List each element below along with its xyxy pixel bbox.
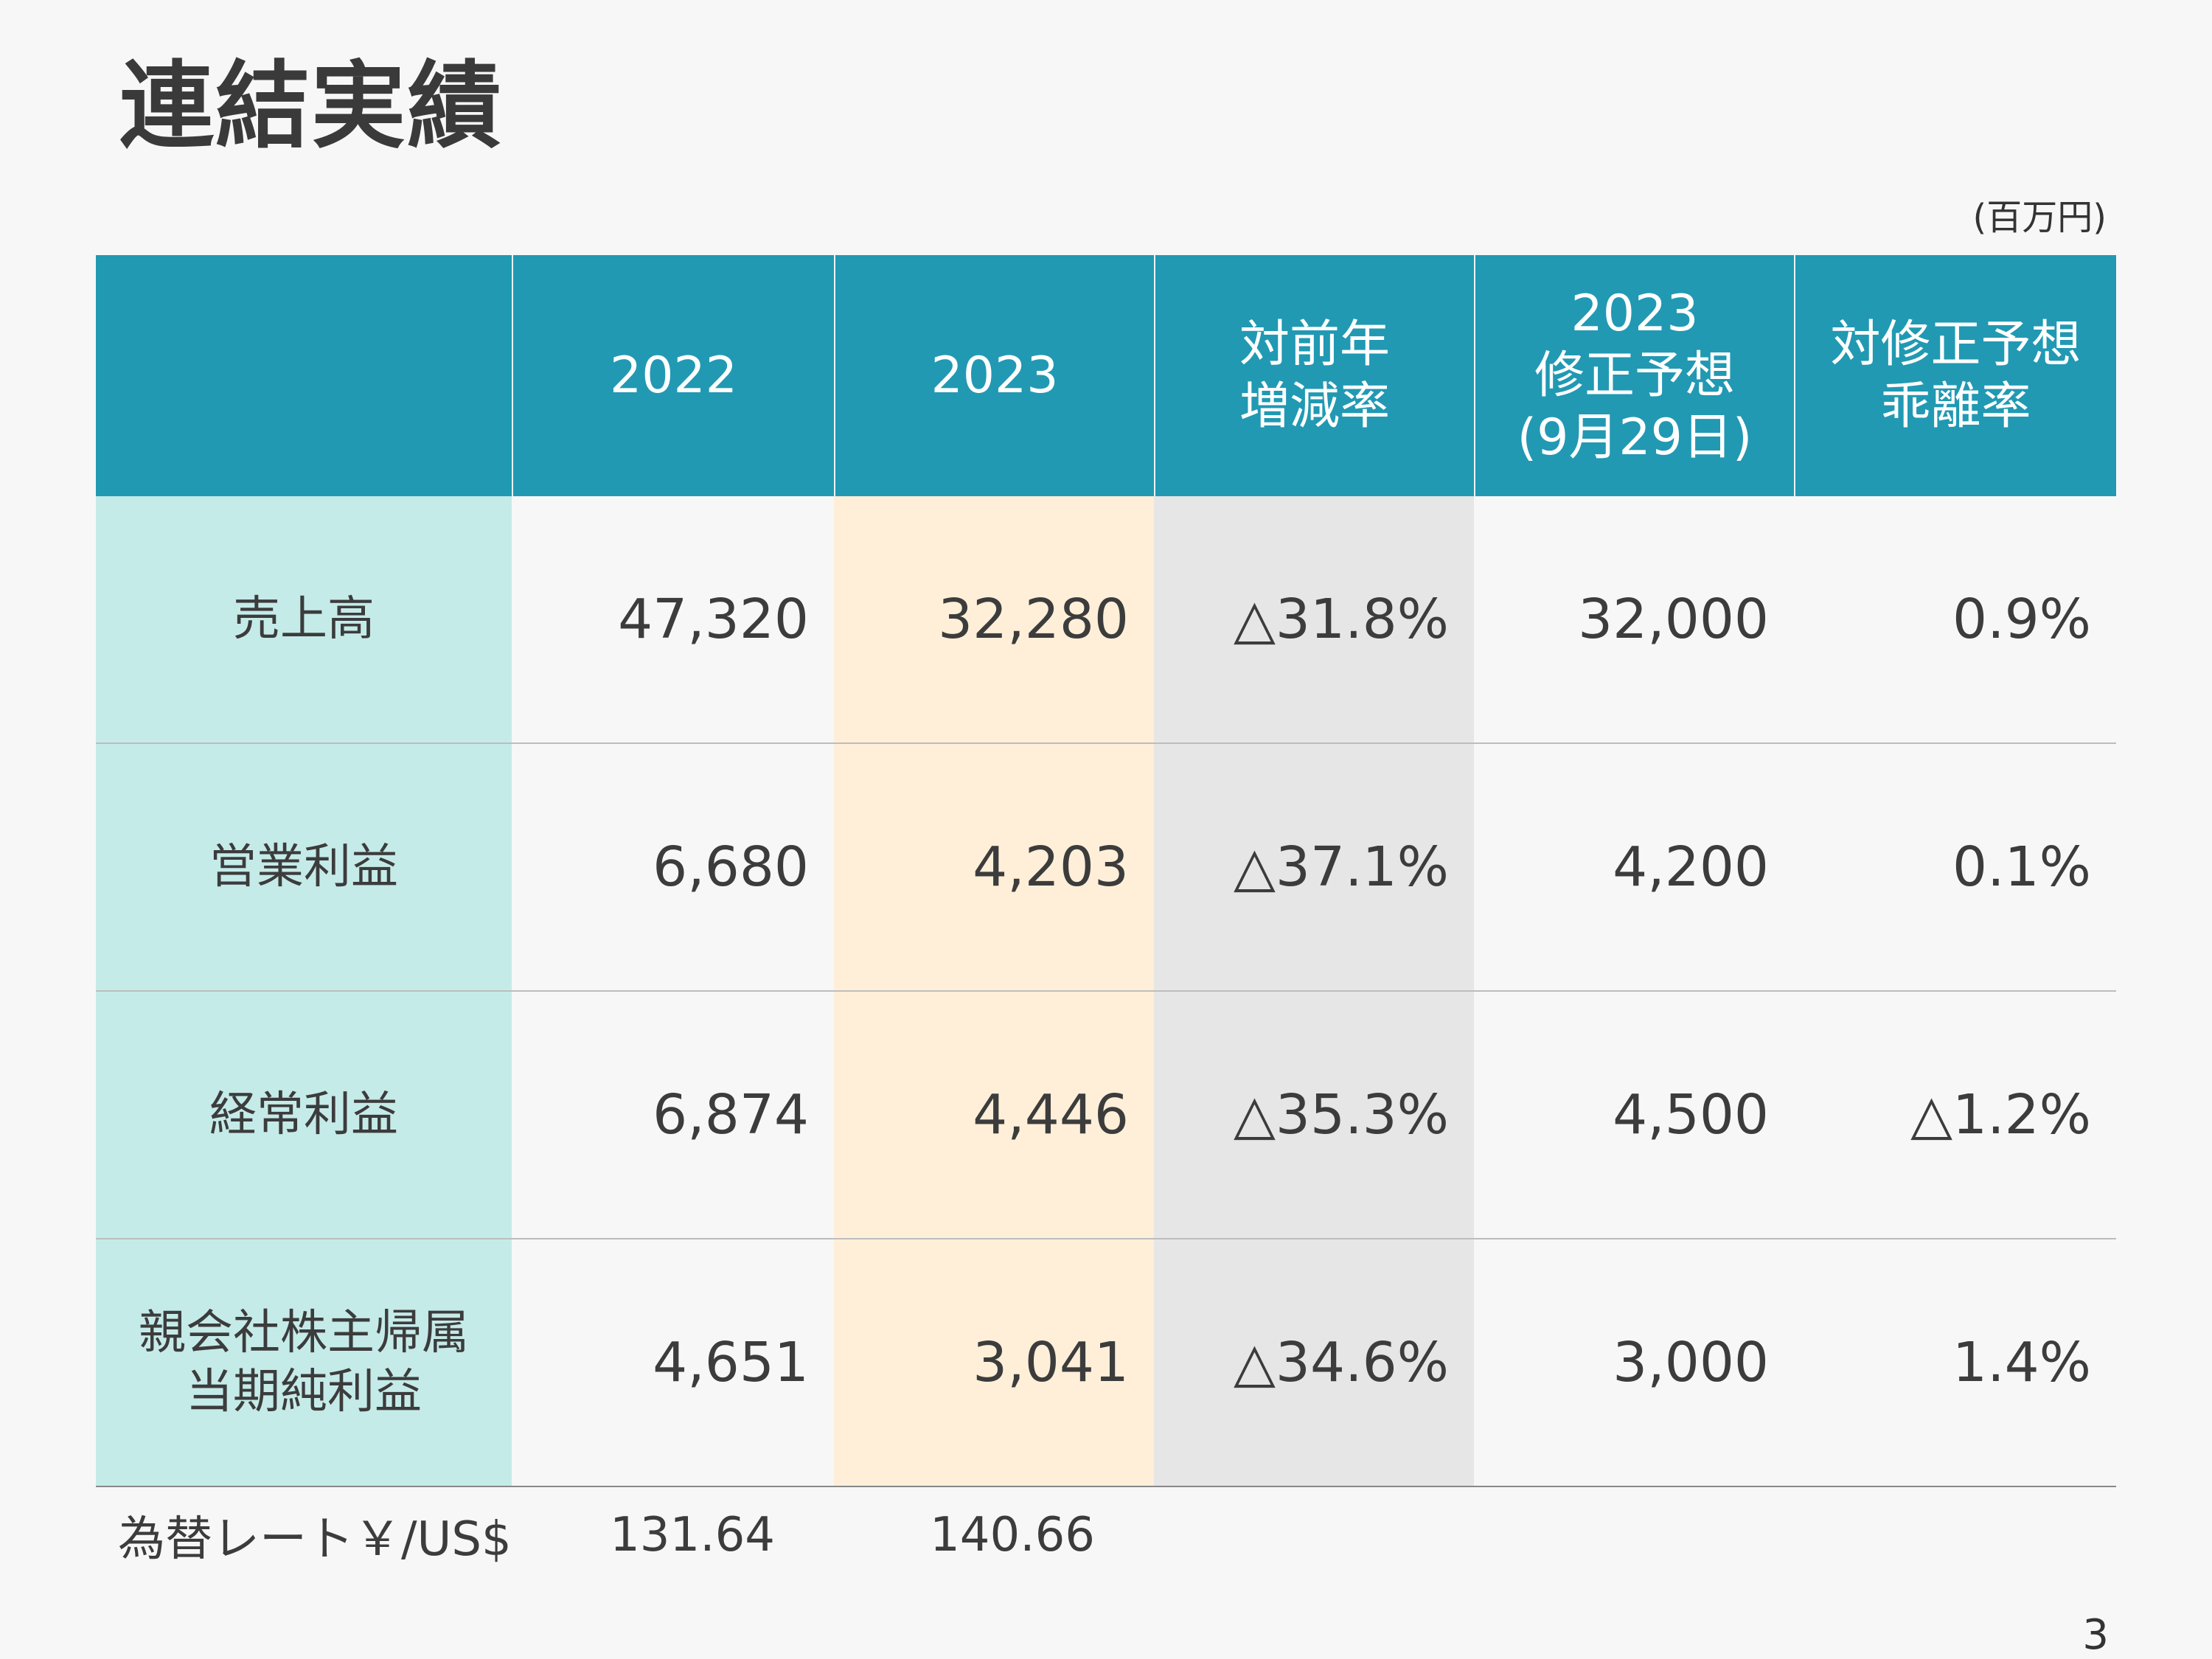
fx-2023: 140.66 bbox=[930, 1508, 1095, 1562]
cell-v2023: 3,041 bbox=[834, 1239, 1154, 1487]
header-cell bbox=[96, 255, 512, 496]
cell-label: 売上高 bbox=[96, 496, 512, 744]
unit-label: (百万円) bbox=[1972, 197, 2107, 238]
cell-deviation: △1.2% bbox=[1794, 992, 2116, 1239]
cell-yoy: △31.8% bbox=[1154, 496, 1474, 744]
header-cell: 2023 bbox=[834, 255, 1154, 496]
table-row: 売上高 47,320 32,280 △31.8% 32,000 0.9% bbox=[96, 496, 2116, 744]
cell-v2022: 4,651 bbox=[512, 1239, 834, 1487]
cell-v2022: 6,874 bbox=[512, 992, 834, 1239]
table-header: 2022 2023 対前年 増減率 2023 修正予想 (9月29日) 対修正予… bbox=[96, 255, 2116, 496]
header-cell: 対前年 増減率 bbox=[1154, 255, 1474, 496]
cell-deviation: 0.9% bbox=[1794, 496, 2116, 744]
cell-yoy: △37.1% bbox=[1154, 744, 1474, 992]
fx-2022: 131.64 bbox=[610, 1508, 775, 1562]
fx-rate-row: 為替レート￥/US$ 131.64 140.66 bbox=[96, 1487, 2116, 1583]
cell-forecast: 4,500 bbox=[1474, 992, 1794, 1239]
cell-deviation: 0.1% bbox=[1794, 744, 2116, 992]
cell-v2023: 32,280 bbox=[834, 496, 1154, 744]
cell-v2023: 4,446 bbox=[834, 992, 1154, 1239]
header-cell: 2023 修正予想 (9月29日) bbox=[1474, 255, 1794, 496]
page-title: 連結実績 bbox=[119, 52, 504, 161]
cell-v2023: 4,203 bbox=[834, 744, 1154, 992]
cell-deviation: 1.4% bbox=[1794, 1239, 2116, 1487]
table-row: 営業利益 6,680 4,203 △37.1% 4,200 0.1% bbox=[96, 744, 2116, 992]
table-row: 親会社株主帰属 当期純利益 4,651 3,041 △34.6% 3,000 1.4% bbox=[96, 1239, 2116, 1487]
header-cell: 対修正予想 乖離率 bbox=[1794, 255, 2116, 496]
cell-forecast: 3,000 bbox=[1474, 1239, 1794, 1487]
cell-label: 経常利益 bbox=[96, 992, 512, 1239]
cell-v2022: 6,680 bbox=[512, 744, 834, 992]
cell-forecast: 32,000 bbox=[1474, 496, 1794, 744]
results-table: 2022 2023 対前年 増減率 2023 修正予想 (9月29日) 対修正予… bbox=[96, 255, 2116, 1583]
cell-label: 親会社株主帰属 当期純利益 bbox=[96, 1239, 512, 1487]
cell-yoy: △35.3% bbox=[1154, 992, 1474, 1239]
cell-forecast: 4,200 bbox=[1474, 744, 1794, 992]
table-row: 経常利益 6,874 4,446 △35.3% 4,500 △1.2% bbox=[96, 992, 2116, 1239]
cell-yoy: △34.6% bbox=[1154, 1239, 1474, 1487]
cell-v2022: 47,320 bbox=[512, 496, 834, 744]
header-cell: 2022 bbox=[512, 255, 834, 496]
fx-label: 為替レート￥/US$ bbox=[118, 1512, 512, 1567]
page-number: 3 bbox=[2082, 1611, 2109, 1659]
cell-label: 営業利益 bbox=[96, 744, 512, 992]
